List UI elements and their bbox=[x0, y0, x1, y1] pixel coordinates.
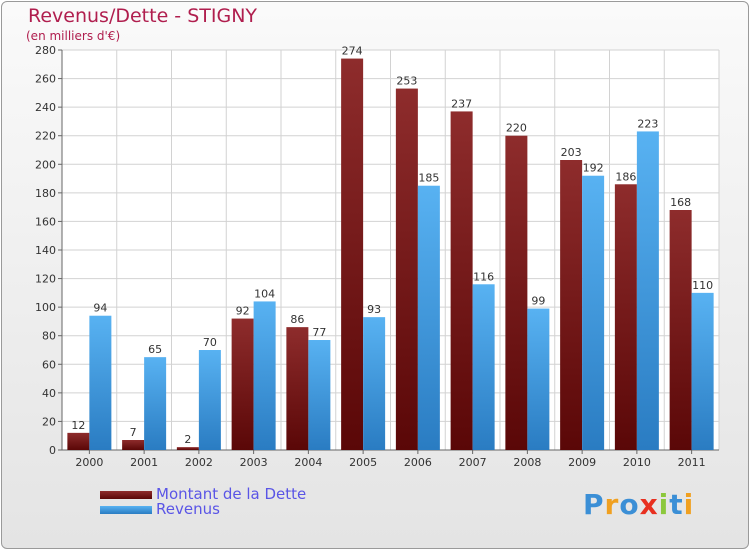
data-label: 274 bbox=[342, 45, 363, 58]
logo-letter: i bbox=[658, 488, 670, 521]
y-tick-label: 220 bbox=[35, 130, 56, 143]
bar-dette bbox=[176, 447, 199, 450]
x-tick-label: 2000 bbox=[75, 456, 103, 469]
bar-revenus bbox=[691, 292, 714, 450]
logo-letter: x bbox=[639, 488, 659, 521]
bar-revenus bbox=[144, 357, 167, 450]
bar-revenus bbox=[472, 284, 495, 450]
bar-dette bbox=[286, 327, 309, 450]
bar-revenus bbox=[582, 175, 605, 450]
bar-revenus bbox=[636, 131, 659, 450]
proxiti-logo: Proxiti bbox=[583, 488, 694, 521]
y-tick-label: 260 bbox=[35, 73, 56, 86]
chart-subtitle: (en milliers d'€) bbox=[26, 29, 121, 43]
data-label: 203 bbox=[561, 146, 582, 159]
y-tick-label: 280 bbox=[35, 44, 56, 57]
y-tick-label: 20 bbox=[42, 415, 56, 428]
x-tick-label: 2005 bbox=[349, 456, 377, 469]
bar-dette bbox=[341, 58, 364, 450]
logo-letter: P bbox=[583, 488, 605, 521]
y-tick-label: 100 bbox=[35, 301, 56, 314]
y-tick-label: 200 bbox=[35, 158, 56, 171]
data-label: 12 bbox=[71, 419, 85, 432]
y-tick-label: 40 bbox=[42, 387, 56, 400]
data-label: 185 bbox=[418, 172, 439, 185]
data-label: 92 bbox=[236, 305, 250, 318]
data-label: 168 bbox=[670, 196, 691, 209]
bar-dette bbox=[450, 111, 473, 450]
legend-swatch-debt bbox=[100, 491, 152, 499]
y-tick-label: 120 bbox=[35, 273, 56, 286]
logo-letter: i bbox=[683, 488, 695, 521]
data-label: 65 bbox=[148, 343, 162, 356]
legend-swatch-revenus bbox=[100, 506, 152, 514]
bar-dette bbox=[67, 432, 90, 450]
data-label: 186 bbox=[615, 170, 636, 183]
data-label: 77 bbox=[312, 326, 326, 339]
data-label: 70 bbox=[203, 336, 217, 349]
bar-dette bbox=[614, 184, 637, 451]
data-label: 93 bbox=[367, 303, 381, 316]
bar-dette bbox=[669, 210, 692, 450]
x-tick-label: 2009 bbox=[568, 456, 596, 469]
bar-dette bbox=[505, 135, 528, 450]
data-label: 192 bbox=[583, 162, 604, 175]
bar-revenus bbox=[253, 301, 276, 450]
x-tick-label: 2001 bbox=[130, 456, 158, 469]
y-tick-label: 240 bbox=[35, 101, 56, 114]
data-label: 86 bbox=[290, 313, 304, 326]
data-label: 104 bbox=[254, 287, 275, 300]
bar-dette bbox=[122, 440, 145, 450]
x-tick-label: 2011 bbox=[678, 456, 706, 469]
x-tick-label: 2004 bbox=[294, 456, 322, 469]
data-label: 253 bbox=[396, 75, 417, 88]
x-tick-label: 2008 bbox=[513, 456, 541, 469]
y-tick-label: 140 bbox=[35, 244, 56, 257]
x-tick-label: 2006 bbox=[404, 456, 432, 469]
x-tick-label: 2010 bbox=[623, 456, 651, 469]
y-tick-label: 0 bbox=[49, 444, 56, 457]
x-tick-label: 2003 bbox=[240, 456, 268, 469]
data-label: 237 bbox=[451, 97, 472, 110]
data-label: 116 bbox=[473, 270, 494, 283]
data-label: 99 bbox=[531, 295, 545, 308]
bar-dette bbox=[395, 88, 418, 451]
data-label: 7 bbox=[130, 426, 137, 439]
data-label: 220 bbox=[506, 122, 527, 135]
legend-label-revenus: Revenus bbox=[156, 500, 220, 518]
x-tick-label: 2002 bbox=[185, 456, 213, 469]
y-tick-label: 160 bbox=[35, 215, 56, 228]
bar-revenus bbox=[527, 308, 550, 450]
y-tick-label: 80 bbox=[42, 330, 56, 343]
bar-revenus bbox=[308, 340, 331, 450]
bar-revenus bbox=[363, 317, 386, 450]
x-tick-label: 2007 bbox=[459, 456, 487, 469]
logo-letter: r bbox=[604, 488, 620, 521]
data-label: 94 bbox=[93, 302, 107, 315]
bar-revenus bbox=[198, 350, 221, 450]
data-label: 2 bbox=[184, 433, 191, 446]
bar-revenus bbox=[89, 315, 112, 450]
bar-dette bbox=[560, 160, 583, 450]
logo-letter: o bbox=[619, 488, 640, 521]
bar-dette bbox=[231, 318, 254, 450]
chart-title: Revenus/Dette - STIGNY bbox=[28, 5, 258, 27]
y-tick-label: 180 bbox=[35, 187, 56, 200]
y-tick-label: 60 bbox=[42, 358, 56, 371]
data-label: 110 bbox=[692, 279, 713, 292]
legend-label-debt: Montant de la Dette bbox=[156, 485, 307, 503]
bar-revenus bbox=[417, 185, 440, 450]
data-label: 223 bbox=[637, 117, 658, 130]
logo-letter: t bbox=[669, 488, 684, 521]
